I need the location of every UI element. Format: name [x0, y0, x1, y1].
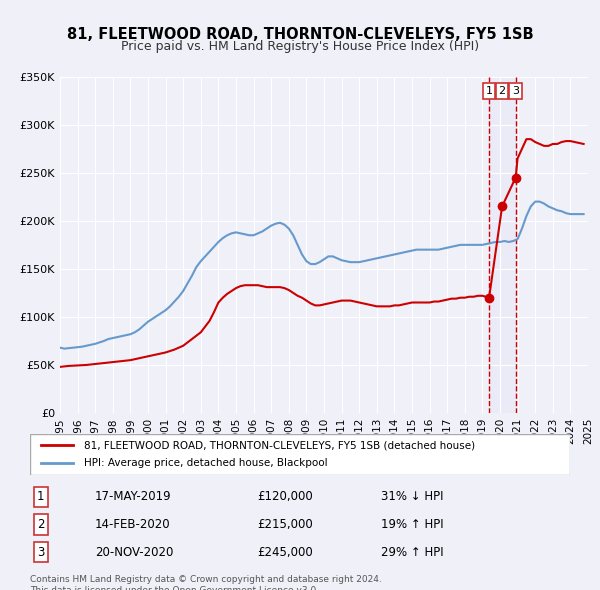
Text: 29% ↑ HPI: 29% ↑ HPI [381, 546, 443, 559]
Text: 1: 1 [485, 86, 493, 96]
Text: HPI: Average price, detached house, Blackpool: HPI: Average price, detached house, Blac… [84, 458, 328, 468]
Text: £120,000: £120,000 [257, 490, 313, 503]
Text: 3: 3 [37, 546, 44, 559]
Text: Contains HM Land Registry data © Crown copyright and database right 2024.
This d: Contains HM Land Registry data © Crown c… [30, 575, 382, 590]
Text: Price paid vs. HM Land Registry's House Price Index (HPI): Price paid vs. HM Land Registry's House … [121, 40, 479, 53]
Text: 81, FLEETWOOD ROAD, THORNTON-CLEVELEYS, FY5 1SB (detached house): 81, FLEETWOOD ROAD, THORNTON-CLEVELEYS, … [84, 440, 475, 450]
Text: 81, FLEETWOOD ROAD, THORNTON-CLEVELEYS, FY5 1SB: 81, FLEETWOOD ROAD, THORNTON-CLEVELEYS, … [67, 27, 533, 41]
Text: 3: 3 [512, 86, 519, 96]
Text: 20-NOV-2020: 20-NOV-2020 [95, 546, 173, 559]
Text: 19% ↑ HPI: 19% ↑ HPI [381, 518, 443, 531]
Text: 17-MAY-2019: 17-MAY-2019 [95, 490, 172, 503]
Text: 2: 2 [37, 518, 44, 531]
Text: 14-FEB-2020: 14-FEB-2020 [95, 518, 170, 531]
Text: £245,000: £245,000 [257, 546, 313, 559]
Bar [489, 77, 515, 413]
Text: 31% ↓ HPI: 31% ↓ HPI [381, 490, 443, 503]
Text: £215,000: £215,000 [257, 518, 313, 531]
Text: 2: 2 [499, 86, 506, 96]
FancyBboxPatch shape [30, 434, 570, 475]
Text: 1: 1 [37, 490, 44, 503]
